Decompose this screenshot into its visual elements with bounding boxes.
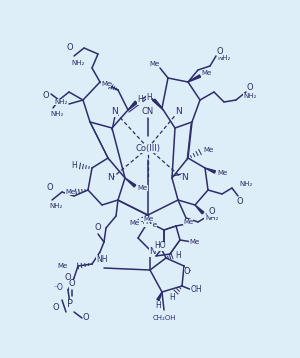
- Text: O: O: [83, 314, 89, 323]
- Text: Me: Me: [189, 239, 199, 245]
- Text: ⁻O: ⁻O: [53, 284, 63, 292]
- Text: N: N: [106, 174, 113, 183]
- Polygon shape: [188, 75, 201, 82]
- Text: Me: Me: [143, 216, 153, 222]
- Text: N: N: [112, 107, 118, 116]
- Text: O: O: [247, 83, 253, 92]
- Text: H: H: [204, 213, 210, 222]
- Text: O: O: [209, 208, 215, 217]
- Polygon shape: [125, 178, 136, 187]
- Text: N: N: [181, 174, 188, 183]
- Text: O: O: [184, 267, 190, 276]
- Polygon shape: [157, 292, 162, 301]
- Text: Me: Me: [138, 185, 148, 191]
- Text: O: O: [217, 48, 223, 57]
- Text: O: O: [47, 184, 53, 193]
- Text: H: H: [137, 96, 143, 105]
- Text: Me: Me: [129, 220, 139, 226]
- Text: O: O: [69, 280, 75, 289]
- Text: P: P: [67, 299, 73, 309]
- Text: H: H: [169, 294, 175, 303]
- Text: NH₂: NH₂: [50, 111, 64, 117]
- Text: Me: Me: [149, 61, 159, 67]
- Text: N: N: [175, 107, 182, 116]
- Text: NH₂: NH₂: [239, 181, 253, 187]
- Text: H: H: [155, 301, 161, 310]
- Text: NH₂: NH₂: [217, 55, 231, 61]
- Text: NH₂: NH₂: [54, 99, 68, 105]
- Text: CH₂OH: CH₂OH: [152, 315, 176, 321]
- Text: HO: HO: [154, 242, 166, 251]
- Text: N: N: [149, 247, 155, 256]
- Text: Me: Me: [203, 147, 213, 153]
- Text: OH: OH: [190, 285, 202, 295]
- Text: O: O: [95, 223, 101, 232]
- Text: Me: Me: [201, 70, 211, 76]
- Text: O: O: [53, 304, 59, 313]
- Text: Co(III): Co(III): [136, 144, 160, 153]
- Polygon shape: [195, 205, 204, 214]
- Text: Me: Me: [57, 263, 67, 269]
- Text: H: H: [71, 161, 77, 170]
- Text: H: H: [175, 252, 181, 261]
- Polygon shape: [153, 99, 162, 108]
- Text: H: H: [146, 92, 152, 102]
- Text: Me: Me: [147, 222, 157, 228]
- Polygon shape: [128, 101, 137, 110]
- Text: NH₂: NH₂: [243, 93, 257, 99]
- Text: Me: Me: [65, 189, 75, 195]
- Text: CN: CN: [142, 107, 154, 116]
- Text: O: O: [67, 44, 73, 53]
- Text: O: O: [237, 198, 243, 207]
- Text: +N: +N: [140, 218, 153, 227]
- Text: O: O: [43, 92, 49, 101]
- Text: O: O: [65, 274, 71, 282]
- Text: Me: Me: [218, 170, 228, 176]
- Text: NH₂: NH₂: [49, 203, 63, 209]
- Text: NH₂: NH₂: [71, 60, 85, 66]
- Text: Me: Me: [183, 219, 193, 225]
- Text: NH₂: NH₂: [205, 215, 219, 221]
- Text: NH: NH: [96, 255, 108, 263]
- Text: Me: Me: [101, 81, 111, 87]
- Polygon shape: [205, 168, 215, 173]
